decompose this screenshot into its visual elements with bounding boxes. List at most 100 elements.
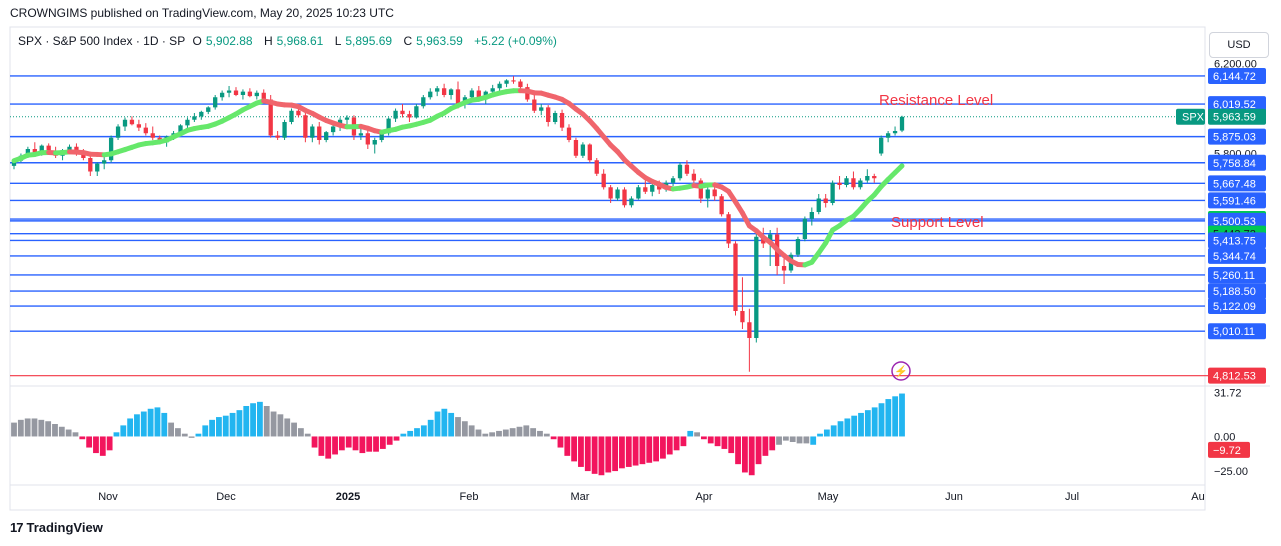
candle-body <box>67 146 72 151</box>
oscillator-bar <box>762 436 769 456</box>
candle-body <box>781 266 787 271</box>
candle-body <box>11 160 17 166</box>
candle-body <box>691 173 697 181</box>
oscillator-bar <box>707 436 714 444</box>
candle-body <box>400 110 405 115</box>
oscillator-bar <box>338 436 345 451</box>
oscillator-bar <box>373 436 379 452</box>
oscillator-bar <box>345 436 352 448</box>
candle-body <box>275 135 280 138</box>
candle-body <box>615 189 620 199</box>
oscillator-bar <box>304 433 311 437</box>
price-label: 5,875.03 <box>1213 132 1256 144</box>
oscillator-bar <box>386 436 393 445</box>
price-label: 5,188.50 <box>1213 286 1256 298</box>
oscillator-bar <box>113 432 120 437</box>
oscillator-bar <box>653 436 659 462</box>
oscillator-bar <box>899 393 905 437</box>
oscillator-bar <box>701 436 707 440</box>
oscillator-bar <box>714 436 721 447</box>
price-label-box <box>1208 96 1266 113</box>
high-value: H 5,968.61 <box>263 34 324 48</box>
publisher-caption: CROWNGIMS published on TradingView.com, … <box>10 6 394 20</box>
candle-body <box>539 107 544 111</box>
oscillator-bar <box>161 412 168 437</box>
candle-body <box>240 91 246 95</box>
time-axis-label: May <box>818 491 839 503</box>
oscillator-bar <box>181 433 188 437</box>
candle-body <box>358 133 364 136</box>
candle-body <box>199 111 204 117</box>
oscillator-bar <box>496 430 502 437</box>
oscillator-bar <box>789 436 796 442</box>
oscillator-bar <box>106 436 113 451</box>
price-label-box <box>1208 266 1266 283</box>
price-label: 5,010.11 <box>1213 326 1255 338</box>
candle-body <box>435 88 440 92</box>
price-label-box <box>1208 67 1266 84</box>
candle-body <box>622 189 627 206</box>
oscillator-bar <box>728 436 735 454</box>
price-label: 5,500.53 <box>1213 216 1256 228</box>
candle-body <box>650 185 655 192</box>
resistance-annotation: Resistance Level <box>879 92 993 109</box>
candle-body <box>636 187 641 199</box>
candle-body <box>108 137 114 161</box>
oscillator-bar <box>612 436 619 472</box>
candle-body <box>885 133 891 138</box>
candle-body <box>670 178 676 183</box>
oscillator-bar <box>837 421 844 437</box>
candle-body <box>247 91 253 97</box>
oscillator-bar <box>885 399 892 437</box>
candle-body <box>143 127 148 134</box>
price-tick-label: 6,200.00 <box>1214 59 1257 71</box>
oscillator-bar <box>229 412 236 437</box>
oscillator-bar <box>188 436 195 438</box>
candle-body <box>254 92 259 97</box>
candle-body <box>32 149 37 153</box>
symbol-name[interactable]: SPX · S&P 500 Index · 1D · SP <box>18 34 186 48</box>
price-label-box <box>1208 232 1266 249</box>
candle-body <box>844 178 849 185</box>
oscillator-bar <box>127 418 134 437</box>
candle-body <box>511 80 516 82</box>
candle-body <box>372 140 377 145</box>
candle-body <box>178 125 183 134</box>
candle-body <box>629 198 634 206</box>
tradingview-footer: 17 TradingView <box>10 520 103 535</box>
oscillator-bar <box>776 436 782 445</box>
candle-body <box>88 158 93 172</box>
oscillator-bar <box>284 418 291 437</box>
candle-body <box>344 117 350 120</box>
currency-button[interactable]: USD <box>1209 32 1269 58</box>
tradingview-logo-icon: 17 <box>10 520 24 535</box>
candle-body <box>768 234 773 244</box>
price-label-box <box>1208 283 1266 300</box>
candle-body <box>393 110 398 119</box>
price-label-box <box>1208 367 1266 384</box>
oscillator-bar <box>543 433 550 437</box>
oscillator-bar <box>393 436 400 441</box>
candle-body <box>206 107 211 112</box>
candle-body <box>414 106 419 118</box>
candle-body <box>705 189 710 199</box>
oscillator-bar <box>694 432 700 437</box>
candle-body <box>677 164 683 179</box>
candle-body <box>136 124 142 128</box>
oscillator-bar <box>448 412 455 437</box>
candle-body <box>566 127 572 140</box>
candle-body <box>712 189 717 197</box>
oscillator-bar <box>741 436 748 473</box>
oscillator-bar <box>666 436 673 455</box>
oscillator-bar <box>557 436 564 448</box>
oscillator-bar <box>72 432 79 437</box>
oscillator-bar <box>796 436 803 444</box>
candle-body <box>719 196 724 215</box>
oscillator-label: −9.72 <box>1213 445 1241 457</box>
oscillator-bar <box>687 430 694 437</box>
time-axis-label: Au <box>1191 491 1204 503</box>
oscillator-bar <box>79 436 86 440</box>
oscillator-bar <box>414 428 420 437</box>
oscillator-bar <box>489 432 496 437</box>
